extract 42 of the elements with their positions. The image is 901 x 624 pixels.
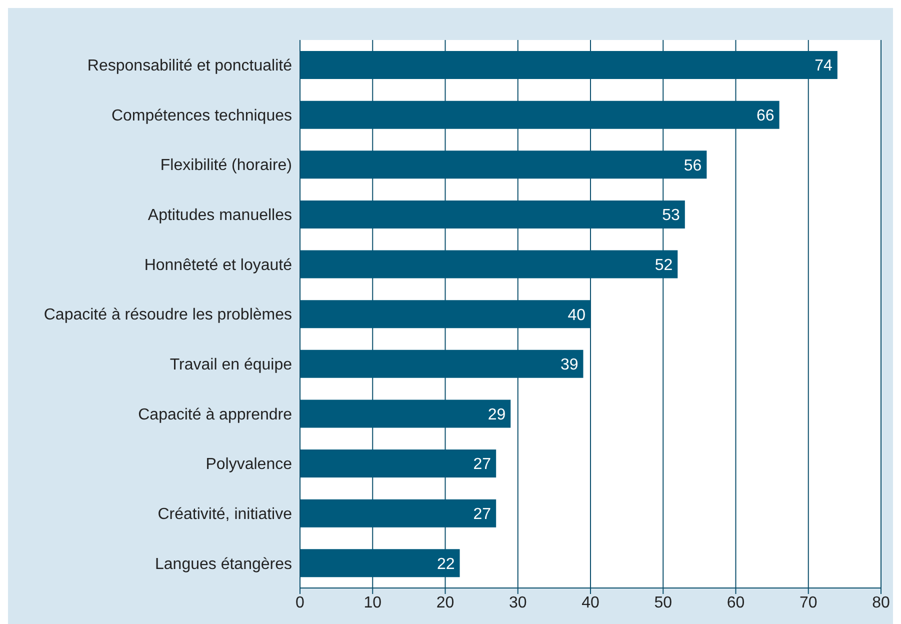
y-tick-label: Travail en équipe	[170, 356, 292, 374]
bar	[300, 300, 590, 328]
data-label: 74	[814, 58, 833, 75]
data-label: 40	[568, 306, 586, 324]
bar	[300, 250, 678, 278]
x-tick-label: 30	[508, 594, 527, 612]
data-label: 27	[473, 456, 492, 474]
y-tick-label: Créativité, initiative	[158, 506, 292, 523]
data-label: 52	[654, 256, 673, 274]
y-tick-label: Responsabilité et ponctualité	[87, 58, 292, 75]
x-tick-label: 60	[726, 594, 745, 612]
data-label: 39	[560, 356, 578, 374]
data-label: 56	[684, 157, 702, 174]
x-tick-label: 70	[799, 594, 818, 612]
data-label: 66	[756, 108, 774, 124]
data-label: 27	[473, 506, 492, 524]
y-tick-label: Capacité à apprendre	[138, 406, 292, 424]
y-tick-label: Flexibilité (horaire)	[160, 157, 292, 174]
bar	[300, 499, 496, 528]
y-tick-label: Aptitudes manuelles	[148, 207, 292, 224]
bar	[300, 150, 707, 179]
y-tick-label: Honnêteté et loyauté	[144, 256, 292, 274]
bar	[300, 51, 838, 79]
x-tick-label: 20	[436, 594, 454, 612]
bar	[300, 100, 780, 129]
bar	[300, 549, 460, 578]
y-tick-label: Capacité à résoudre les problèmes	[44, 306, 292, 324]
x-tick-label: 50	[654, 594, 672, 612]
bar	[300, 450, 496, 478]
data-label: 53	[662, 207, 680, 224]
x-tick-label: 10	[364, 594, 382, 612]
y-tick-label: Polyvalence	[206, 456, 292, 474]
bar	[300, 400, 511, 428]
bar	[300, 350, 584, 378]
x-tick-label: 80	[872, 594, 890, 612]
x-tick-label: 0	[296, 594, 305, 612]
bar	[300, 200, 685, 228]
data-label: 22	[436, 556, 455, 573]
y-tick-label: Langues étangères	[155, 556, 292, 573]
y-tick-label: Compétences techniques	[111, 107, 292, 124]
x-tick-label: 40	[582, 594, 600, 612]
data-label: 29	[488, 406, 506, 424]
